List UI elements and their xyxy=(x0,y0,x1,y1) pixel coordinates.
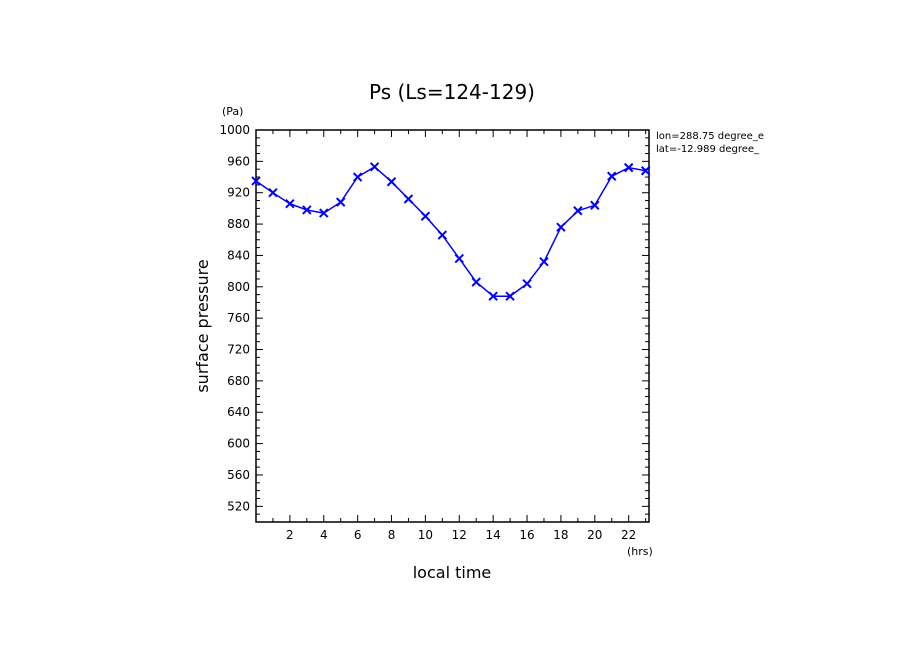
x-axis-label: local time xyxy=(413,563,492,582)
data-point xyxy=(539,257,549,267)
series-line xyxy=(255,165,646,297)
y-tick-label: 960 xyxy=(227,154,250,168)
marker-stroke xyxy=(369,162,380,172)
y-tick-label: 880 xyxy=(227,217,250,231)
marker-stroke xyxy=(420,211,431,221)
marker-stroke xyxy=(539,257,549,267)
annotation-lat: lat=-12.989 degree_ xyxy=(656,144,760,155)
marker-stroke xyxy=(437,230,448,240)
y-tick-label: 800 xyxy=(227,280,250,294)
axis-ticks: 2 4 6 8 10 12 14 16 18 20 22 520 560 600 640 680 720 760 8… xyxy=(219,123,649,542)
marker-stroke xyxy=(522,278,532,289)
chart-title: Ps (Ls=124-129) xyxy=(369,80,535,104)
marker-stroke xyxy=(607,171,617,181)
data-point xyxy=(268,188,278,198)
data-point xyxy=(590,200,600,210)
x-tick-label: 14 xyxy=(486,528,501,542)
data-point xyxy=(386,177,397,187)
data-point xyxy=(573,206,583,216)
y-tick-label: 920 xyxy=(227,186,250,200)
y-tick-label: 640 xyxy=(227,405,250,419)
data-point xyxy=(302,205,312,215)
data-point xyxy=(403,194,414,204)
marker-stroke xyxy=(505,291,515,301)
data-point xyxy=(335,197,346,207)
marker-stroke xyxy=(251,176,261,186)
y-tick-label: 560 xyxy=(227,468,250,482)
y-tick-label: 680 xyxy=(227,374,250,388)
marker-stroke xyxy=(302,205,312,215)
marker-stroke xyxy=(556,222,566,232)
data-point xyxy=(437,230,448,240)
data-point xyxy=(454,253,464,264)
marker-stroke xyxy=(386,177,397,187)
x-tick-label: 4 xyxy=(320,528,328,542)
x-tick-label: 8 xyxy=(388,528,396,542)
x-tick-label: 6 xyxy=(354,528,362,542)
data-point xyxy=(285,198,295,209)
y-tick-label: 720 xyxy=(227,343,250,357)
x-tick-label: 20 xyxy=(587,528,602,542)
data-point xyxy=(505,291,515,301)
marker-stroke xyxy=(352,172,363,182)
data-point xyxy=(607,171,617,181)
y-axis-label: surface pressure xyxy=(193,259,212,392)
marker-stroke xyxy=(454,253,464,264)
marker-stroke xyxy=(471,277,481,287)
data-point xyxy=(556,222,566,232)
data-point xyxy=(319,208,329,218)
y-tick-label: 840 xyxy=(227,248,250,262)
y-unit-label: (Pa) xyxy=(222,105,243,118)
marker-stroke xyxy=(319,208,329,218)
marker-stroke xyxy=(640,166,651,176)
x-tick-label: 12 xyxy=(452,528,467,542)
marker-stroke xyxy=(623,162,634,173)
y-tick-label: 760 xyxy=(227,311,250,325)
x-tick-label: 22 xyxy=(621,528,636,542)
y-tick-label: 520 xyxy=(227,499,250,513)
annotation-lon: lon=288.75 degree_e xyxy=(656,131,764,142)
plot-frame xyxy=(255,129,650,523)
data-point xyxy=(640,166,651,176)
x-tick-label: 2 xyxy=(286,528,294,542)
y-tick-label: 1000 xyxy=(219,123,250,137)
x-unit-label: (hrs) xyxy=(627,545,653,558)
marker-stroke xyxy=(488,291,498,301)
marker-stroke xyxy=(403,194,414,204)
marker-stroke xyxy=(268,188,278,198)
marker-stroke xyxy=(590,200,600,210)
data-point xyxy=(420,211,431,221)
data-point xyxy=(488,291,498,301)
series-group xyxy=(251,162,651,301)
data-point xyxy=(369,162,380,172)
y-tick-label: 600 xyxy=(227,437,250,451)
marker-stroke xyxy=(335,197,346,207)
data-point xyxy=(522,278,532,289)
data-point xyxy=(623,162,634,173)
x-tick-label: 16 xyxy=(519,528,534,542)
data-point xyxy=(471,277,481,287)
data-point xyxy=(251,176,261,186)
marker-stroke xyxy=(573,206,583,216)
x-tick-label: 18 xyxy=(553,528,568,542)
data-point xyxy=(352,172,363,182)
x-tick-label: 10 xyxy=(418,528,433,542)
marker-stroke xyxy=(285,198,295,209)
